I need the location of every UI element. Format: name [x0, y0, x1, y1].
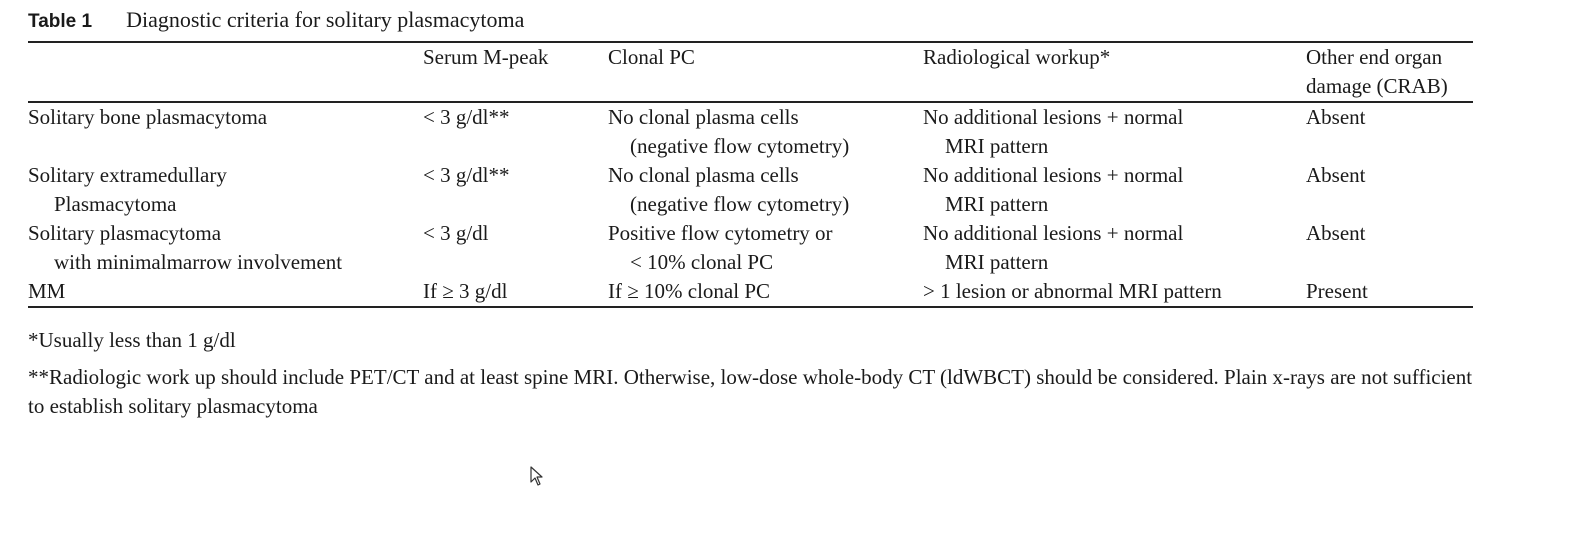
table-title: Diagnostic criteria for solitary plasmac…	[126, 7, 525, 32]
cell-radiological: No additional lesions + normal MRI patte…	[923, 219, 1306, 277]
table-bottom-rule	[28, 306, 1473, 309]
radiological-line-2: MRI pattern	[945, 134, 1049, 158]
table-label: Table 1	[28, 11, 93, 32]
cell-radiological: No additional lesions + normal MRI patte…	[923, 161, 1306, 219]
table-caption: Table 1 Diagnostic criteria for solitary…	[28, 5, 1473, 35]
cell-clonal: No clonal plasma cells (negative flow cy…	[608, 161, 923, 219]
cell-serum: < 3 g/dl**	[423, 105, 510, 129]
cell-serum: If ≥ 3 g/dl	[423, 279, 508, 303]
condition-line-1: Solitary extramedullary	[28, 163, 227, 187]
clonal-line-1: If ≥ 10% clonal PC	[608, 279, 771, 303]
header-end-organ-damage-line-2: damage (CRAB)	[1306, 74, 1448, 98]
cell-condition: Solitary bone plasmacytoma	[28, 103, 423, 161]
header-radiological-workup: Radiological workup*	[923, 45, 1111, 69]
table-top-rule	[28, 41, 1473, 43]
header-end-organ-damage-line-1: Other end organ	[1306, 45, 1443, 69]
radiological-line-2: MRI pattern	[945, 250, 1049, 274]
table-header-row: Serum M-peak Clonal PC Radiological work…	[28, 43, 1473, 102]
cell-serum: < 3 g/dl**	[423, 163, 510, 187]
cell-condition: Solitary plasmacytoma with minimalmarrow…	[28, 219, 423, 277]
cell-serum: < 3 g/dl	[423, 221, 489, 245]
cell-clonal: No clonal plasma cells (negative flow cy…	[608, 103, 923, 161]
cell-clonal: Positive flow cytometry or < 10% clonal …	[608, 219, 923, 277]
clonal-line-1: No clonal plasma cells	[608, 163, 799, 187]
cell-crab: Absent	[1306, 163, 1366, 187]
mouse-pointer-icon	[530, 466, 543, 486]
radiological-line-1: No additional lesions + normal	[923, 163, 1184, 187]
table-row: Solitary plasmacytoma with minimalmarrow…	[28, 219, 1473, 277]
header-end-organ-damage: Other end organ damage (CRAB)	[1306, 43, 1473, 102]
cell-radiological: No additional lesions + normal MRI patte…	[923, 103, 1306, 161]
condition-line-1: Solitary bone plasmacytoma	[28, 105, 268, 129]
radiological-line-1: > 1 lesion or abnormal MRI pattern	[923, 279, 1222, 303]
cell-crab: Present	[1306, 279, 1368, 303]
footnote-1: *Usually less than 1 g/dl	[28, 328, 236, 352]
radiological-line-2: MRI pattern	[945, 192, 1049, 216]
cell-crab: Absent	[1306, 105, 1366, 129]
diagnostic-criteria-table: Serum M-peak Clonal PC Radiological work…	[28, 43, 1473, 309]
table-footnotes: *Usually less than 1 g/dl **Radiologic w…	[28, 326, 1473, 421]
clonal-line-2: (negative flow cytometry)	[630, 192, 850, 216]
condition-line-2: with minimalmarrow involvement	[54, 250, 343, 274]
cell-radiological: > 1 lesion or abnormal MRI pattern	[923, 277, 1306, 307]
paper-page: Table 1 Diagnostic criteria for solitary…	[28, 0, 1473, 421]
cell-condition: MM	[28, 277, 423, 307]
condition-line-1: MM	[28, 279, 66, 303]
footnote-2: **Radiologic work up should include PET/…	[28, 365, 1473, 418]
clonal-line-1: No clonal plasma cells	[608, 105, 799, 129]
table-row: MM If ≥ 3 g/dl If ≥ 10% clonal PC > 1 le…	[28, 277, 1473, 307]
table-row: Solitary extramedullary Plasmacytoma < 3…	[28, 161, 1473, 219]
clonal-line-2: (negative flow cytometry)	[630, 134, 850, 158]
header-clonal-pc: Clonal PC	[608, 45, 695, 69]
cell-clonal: If ≥ 10% clonal PC	[608, 277, 923, 307]
clonal-line-1: Positive flow cytometry or	[608, 221, 833, 245]
header-condition	[28, 43, 423, 102]
cell-condition: Solitary extramedullary Plasmacytoma	[28, 161, 423, 219]
radiological-line-1: No additional lesions + normal	[923, 221, 1184, 245]
radiological-line-1: No additional lesions + normal	[923, 105, 1184, 129]
clonal-line-2: < 10% clonal PC	[630, 250, 774, 274]
header-serum-m-peak: Serum M-peak	[423, 45, 549, 69]
condition-line-1: Solitary plasmacytoma	[28, 221, 222, 245]
cell-crab: Absent	[1306, 221, 1366, 245]
condition-line-2: Plasmacytoma	[54, 192, 177, 216]
table-row: Solitary bone plasmacytoma < 3 g/dl** No…	[28, 103, 1473, 161]
